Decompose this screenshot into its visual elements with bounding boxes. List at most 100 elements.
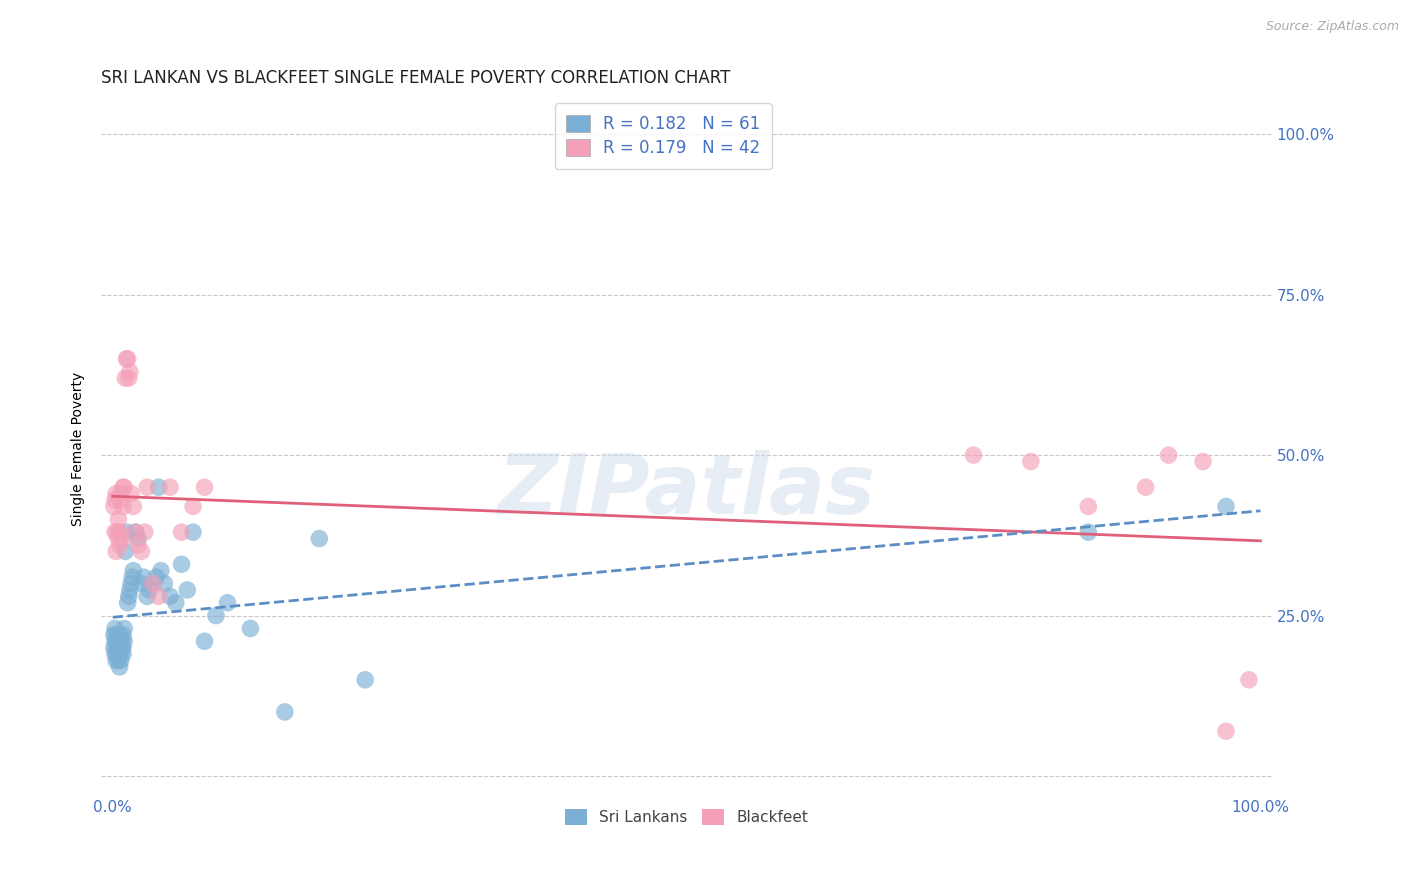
Point — [120, 576, 142, 591]
Point — [1019, 454, 1042, 468]
Point — [193, 634, 215, 648]
Point — [962, 448, 984, 462]
Point — [108, 660, 131, 674]
Point — [122, 564, 145, 578]
Point — [122, 500, 145, 514]
Point — [110, 634, 132, 648]
Point — [120, 486, 142, 500]
Point — [136, 590, 159, 604]
Point — [108, 525, 131, 540]
Point — [131, 544, 153, 558]
Point — [107, 640, 129, 655]
Point — [104, 493, 127, 508]
Point — [124, 525, 146, 540]
Point — [105, 525, 128, 540]
Point — [107, 647, 129, 661]
Point — [176, 582, 198, 597]
Point — [134, 525, 156, 540]
Point — [105, 634, 128, 648]
Point — [274, 705, 297, 719]
Point — [165, 596, 187, 610]
Point — [103, 628, 125, 642]
Legend: Sri Lankans, Blackfeet: Sri Lankans, Blackfeet — [558, 802, 815, 833]
Text: SRI LANKAN VS BLACKFEET SINGLE FEMALE POVERTY CORRELATION CHART: SRI LANKAN VS BLACKFEET SINGLE FEMALE PO… — [101, 69, 731, 87]
Point — [112, 622, 135, 636]
Point — [105, 486, 128, 500]
Point — [127, 538, 149, 552]
Point — [110, 493, 132, 508]
Point — [1237, 673, 1260, 687]
Point — [103, 640, 125, 655]
Point — [153, 576, 176, 591]
Point — [131, 576, 153, 591]
Point — [1077, 500, 1099, 514]
Point — [105, 640, 128, 655]
Point — [114, 371, 136, 385]
Point — [111, 532, 134, 546]
Point — [105, 647, 128, 661]
Point — [136, 480, 159, 494]
Point — [111, 500, 134, 514]
Point — [105, 654, 128, 668]
Text: Source: ZipAtlas.com: Source: ZipAtlas.com — [1265, 20, 1399, 33]
Point — [105, 544, 128, 558]
Point — [142, 576, 165, 591]
Point — [124, 525, 146, 540]
Point — [110, 486, 132, 500]
Point — [108, 538, 131, 552]
Point — [1215, 724, 1237, 739]
Point — [148, 480, 170, 494]
Point — [110, 647, 132, 661]
Point — [107, 512, 129, 526]
Point — [115, 525, 138, 540]
Point — [159, 590, 181, 604]
Point — [111, 634, 134, 648]
Point — [1215, 500, 1237, 514]
Point — [107, 654, 129, 668]
Point — [105, 640, 128, 655]
Point — [111, 628, 134, 642]
Point — [1157, 448, 1180, 462]
Point — [108, 640, 131, 655]
Point — [105, 628, 128, 642]
Point — [217, 596, 239, 610]
Point — [110, 654, 132, 668]
Point — [193, 480, 215, 494]
Point — [107, 532, 129, 546]
Point — [205, 608, 228, 623]
Point — [138, 582, 160, 597]
Point — [112, 634, 135, 648]
Point — [112, 480, 135, 494]
Point — [111, 480, 134, 494]
Point — [121, 570, 143, 584]
Point — [108, 628, 131, 642]
Point — [117, 351, 139, 366]
Point — [1135, 480, 1157, 494]
Point — [107, 634, 129, 648]
Point — [118, 590, 141, 604]
Point — [354, 673, 377, 687]
Point — [127, 532, 149, 546]
Point — [118, 371, 141, 385]
Point — [159, 480, 181, 494]
Y-axis label: Single Female Poverty: Single Female Poverty — [72, 372, 86, 525]
Point — [111, 640, 134, 655]
Point — [1077, 525, 1099, 540]
Point — [170, 558, 193, 572]
Point — [170, 525, 193, 540]
Point — [117, 596, 139, 610]
Point — [148, 590, 170, 604]
Point — [145, 570, 167, 584]
Point — [118, 582, 141, 597]
Point — [1192, 454, 1215, 468]
Point — [104, 525, 127, 540]
Point — [104, 634, 127, 648]
Point — [181, 500, 204, 514]
Point — [308, 532, 330, 546]
Point — [114, 544, 136, 558]
Point — [111, 640, 134, 655]
Point — [239, 622, 262, 636]
Point — [118, 365, 141, 379]
Point — [115, 351, 138, 366]
Point — [142, 576, 165, 591]
